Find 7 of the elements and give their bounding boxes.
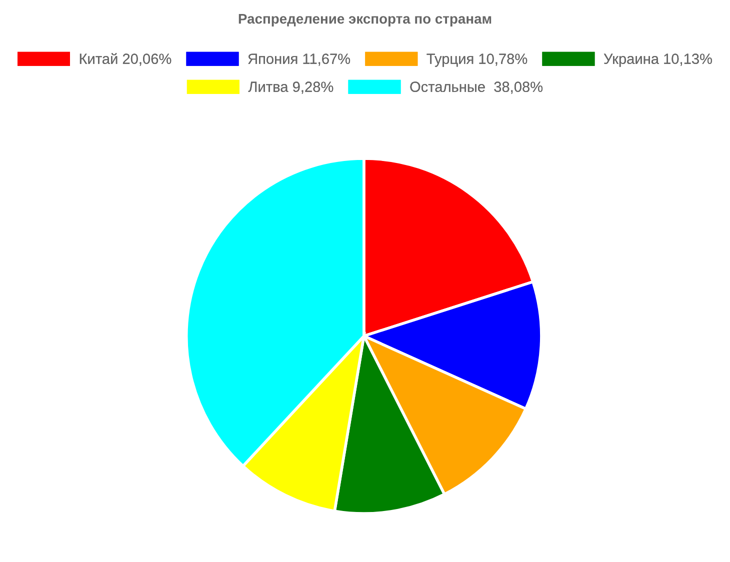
legend-label: Украина 10,13% [604, 54, 712, 67]
legend-label: Япония 11,67% [248, 54, 350, 66]
chart-title: Распределение экспорта по странам [238, 14, 492, 26]
legend-label: Остальные 38,08% [410, 82, 543, 94]
legend-label: Турция 10,78% [426, 54, 528, 67]
legend-label: Литва 9,28% [248, 82, 334, 94]
legend-label: Китай 20,06% [80, 53, 172, 66]
